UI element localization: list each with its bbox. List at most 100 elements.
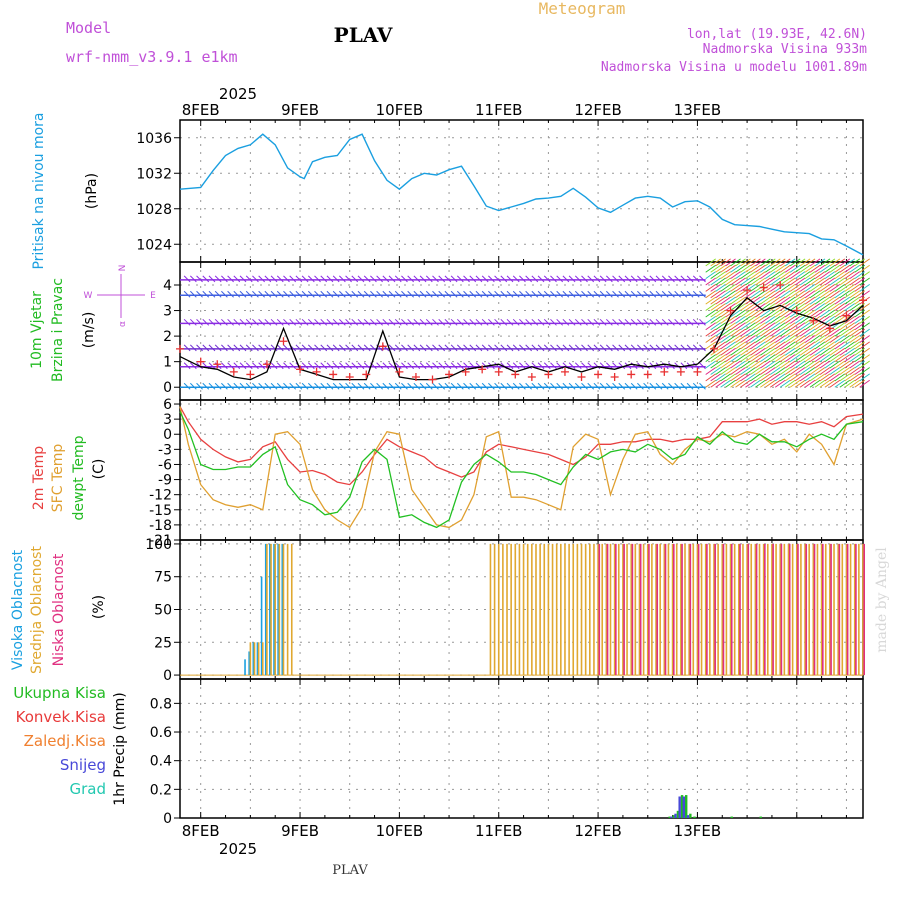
wind-vector <box>680 275 688 283</box>
wind-gust-mark <box>445 370 454 379</box>
wind-vector <box>494 318 501 326</box>
wind-vector <box>668 290 675 298</box>
wind-vector <box>755 335 766 343</box>
wind-vector <box>214 344 222 352</box>
wind-vector <box>537 275 545 283</box>
y-tick-label: 0 <box>163 811 172 827</box>
wind-vector <box>705 296 716 305</box>
wind-vector <box>715 360 726 369</box>
wind-vector <box>854 373 865 382</box>
wind-vector <box>794 360 806 369</box>
wind-vector <box>488 275 495 283</box>
wind-vector <box>295 344 303 352</box>
wind-vector <box>720 277 731 286</box>
wind-vector <box>574 344 582 352</box>
wind-vector <box>740 373 751 382</box>
wind-vector <box>382 318 390 326</box>
wind-vector <box>854 347 865 356</box>
wind-vector <box>649 382 657 390</box>
wind-vector <box>839 322 851 331</box>
wind-vector <box>214 382 222 390</box>
wind-vector <box>859 347 870 356</box>
wind-vector <box>784 264 796 273</box>
wind-vector <box>550 362 557 370</box>
wind-vector <box>799 347 811 356</box>
wind-vector <box>289 275 297 283</box>
wind-vector <box>770 347 781 356</box>
wind-vector <box>699 275 706 283</box>
wind-vector <box>568 290 576 298</box>
wind-vector <box>834 379 846 388</box>
wind-vector <box>849 290 861 299</box>
wind-vector <box>370 344 377 352</box>
wind-vector <box>774 373 786 382</box>
wind-vector <box>715 284 726 292</box>
wind-vector <box>233 290 241 298</box>
wind-vector <box>413 318 421 326</box>
wind-vector <box>556 344 564 352</box>
wind-gust-mark <box>809 316 818 325</box>
wind-vector <box>765 347 776 356</box>
wind-gust-mark <box>478 365 487 374</box>
wind-vector <box>799 271 811 279</box>
wind-vector <box>849 373 861 382</box>
wind-vector <box>854 341 865 350</box>
wind-vector <box>245 290 253 298</box>
wind-vector <box>814 315 826 324</box>
wind-vector <box>745 303 756 311</box>
wind-vector <box>824 354 836 363</box>
wind-vector <box>839 277 851 286</box>
wind-vector <box>819 296 831 305</box>
wind-vector <box>637 275 644 283</box>
wind-vector <box>469 275 477 283</box>
wind-vector <box>593 318 601 326</box>
wind-vector <box>849 264 861 273</box>
wind-vector <box>710 335 721 343</box>
wind-vector <box>686 382 694 390</box>
wind-vector <box>824 315 836 324</box>
y-tick-label: 4 <box>163 278 172 294</box>
wind-vector <box>779 373 791 382</box>
wind-vector <box>829 284 841 292</box>
wind-vector <box>844 328 856 337</box>
wind-vector <box>735 271 746 279</box>
wind-vector <box>264 318 272 326</box>
wind-vector <box>745 322 756 331</box>
wind-vector <box>606 290 613 298</box>
wind-vector <box>819 277 831 286</box>
wind-vector <box>637 382 644 390</box>
wind-vector <box>829 296 841 305</box>
wind-vector <box>794 328 806 337</box>
wind-vector <box>227 362 234 370</box>
wind-vector <box>859 360 870 369</box>
top-day-label: 11FEB <box>475 101 522 119</box>
wind-vector <box>339 275 346 283</box>
wind-vector <box>725 341 736 350</box>
wind-vector <box>834 341 846 350</box>
wind-vector <box>789 341 801 350</box>
wind-vector <box>258 382 266 390</box>
wind-vector <box>574 275 582 283</box>
wind-vector <box>794 322 806 331</box>
wind-vector <box>784 341 796 350</box>
wind-vector <box>612 318 619 326</box>
wind-vector <box>512 318 520 326</box>
y-tick-label: -15 <box>149 503 172 519</box>
wind-vector <box>765 264 776 273</box>
y-tick-label: 3 <box>163 304 172 320</box>
wind-vector <box>834 296 846 305</box>
wind-vector <box>794 284 806 292</box>
wind-vector <box>214 275 222 283</box>
wind-vector <box>715 296 726 305</box>
wind-vector <box>531 290 539 298</box>
wind-vector <box>661 275 669 283</box>
wind-vector <box>844 258 856 267</box>
wind-vector <box>839 367 851 375</box>
wind-gust-mark <box>594 370 603 379</box>
wind-vector <box>618 344 626 352</box>
wind-vector <box>799 309 811 318</box>
wind-vector <box>705 284 716 292</box>
wind-vector <box>715 264 726 273</box>
wind-vector <box>562 344 570 352</box>
wind-vector <box>735 347 746 356</box>
